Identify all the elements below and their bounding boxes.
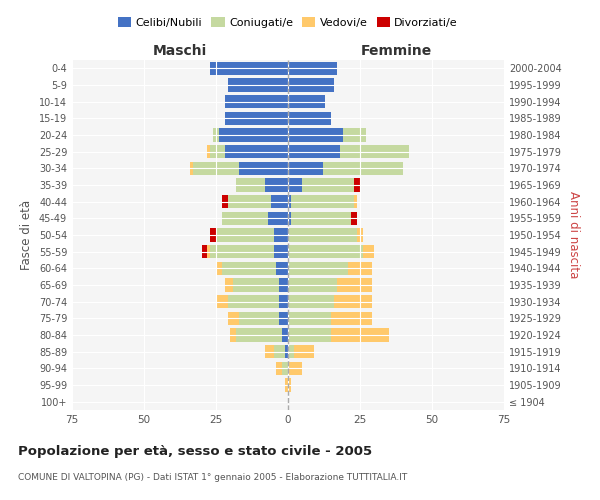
Bar [288,295,334,308]
Bar [288,328,331,342]
Bar [288,345,294,358]
Bar [216,228,274,241]
Bar [210,245,274,258]
Bar [288,162,323,175]
Bar [227,195,271,208]
Bar [277,262,288,275]
Bar [294,345,314,358]
Bar [288,378,291,392]
Bar [282,362,288,375]
Bar [288,95,325,108]
Bar [280,312,288,325]
Bar [222,262,277,275]
Bar [233,278,280,291]
Bar [280,295,288,308]
Bar [193,162,239,175]
Bar [222,195,227,208]
Bar [224,112,288,125]
Bar [208,145,210,158]
Bar [291,195,354,208]
Y-axis label: Anni di nascita: Anni di nascita [567,192,580,278]
Bar [354,195,357,208]
Text: Femmine: Femmine [361,44,431,59]
Bar [337,278,371,291]
Bar [331,328,389,342]
Y-axis label: Fasce di età: Fasce di età [20,200,33,270]
Bar [208,245,210,258]
Bar [277,362,282,375]
Bar [190,162,193,175]
Bar [224,278,233,291]
Bar [288,228,357,241]
Bar [363,245,374,258]
Bar [288,178,302,192]
Bar [236,178,265,192]
Bar [334,295,371,308]
Bar [227,312,239,325]
Bar [210,145,224,158]
Bar [224,95,288,108]
Bar [265,178,288,192]
Bar [213,128,219,141]
Text: Popolazione per età, sesso e stato civile - 2005: Popolazione per età, sesso e stato civil… [18,445,372,458]
Bar [302,178,354,192]
Bar [274,245,288,258]
Bar [288,62,337,75]
Bar [288,128,343,141]
Text: COMUNE DI VALTOPINA (PG) - Dati ISTAT 1° gennaio 2005 - Elaborazione TUTTITALIA.: COMUNE DI VALTOPINA (PG) - Dati ISTAT 1°… [18,472,407,482]
Bar [265,345,274,358]
Bar [210,62,288,75]
Bar [239,162,288,175]
Bar [236,328,282,342]
Bar [239,312,280,325]
Bar [331,312,371,325]
Bar [288,195,291,208]
Text: Maschi: Maschi [153,44,207,59]
Bar [288,362,302,375]
Bar [285,345,288,358]
Bar [340,145,409,158]
Bar [227,78,288,92]
Legend: Celibi/Nubili, Coniugati/e, Vedovi/e, Divorziati/e: Celibi/Nubili, Coniugati/e, Vedovi/e, Di… [113,13,463,32]
Bar [282,328,288,342]
Bar [354,178,360,192]
Bar [222,212,268,225]
Bar [227,295,280,308]
Bar [271,195,288,208]
Bar [216,295,227,308]
Bar [323,162,403,175]
Bar [343,128,366,141]
Bar [288,278,337,291]
Bar [288,312,331,325]
Bar [291,212,352,225]
Bar [357,228,363,241]
Bar [230,328,236,342]
Bar [216,262,222,275]
Bar [288,262,349,275]
Bar [288,78,334,92]
Bar [288,145,340,158]
Bar [349,262,371,275]
Bar [224,145,288,158]
Bar [274,345,285,358]
Bar [202,245,208,258]
Bar [219,128,288,141]
Bar [288,245,363,258]
Bar [268,212,288,225]
Bar [210,228,216,241]
Bar [280,278,288,291]
Bar [274,228,288,241]
Bar [288,112,331,125]
Bar [285,378,288,392]
Bar [288,212,291,225]
Bar [352,212,357,225]
